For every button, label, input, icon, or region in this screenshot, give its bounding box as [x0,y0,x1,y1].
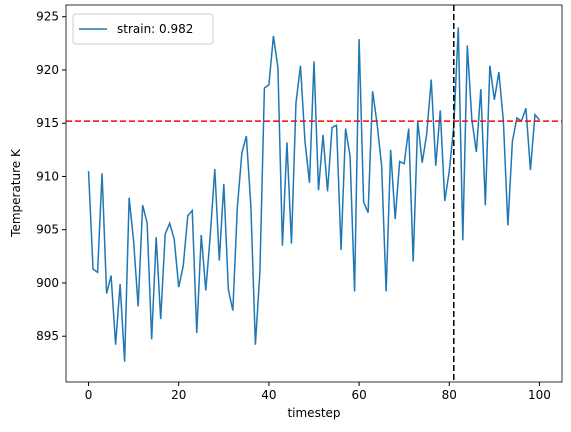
x-tick-label: 80 [442,388,457,402]
y-tick-label: 900 [36,276,59,290]
y-tick-label: 905 [36,223,59,237]
y-tick-label: 920 [36,63,59,77]
x-tick-label: 0 [85,388,93,402]
y-axis-label: Temperature K [9,148,23,238]
legend-box [72,13,214,45]
x-tick-label: 20 [171,388,186,402]
y-tick-label: 925 [36,10,59,24]
y-tick-label: 915 [36,116,59,130]
y-tick-label: 895 [36,329,59,343]
legend-label: strain: 0.982 [117,22,193,36]
x-tick-label: 60 [351,388,366,402]
series-line [87,27,541,362]
y-tick-label: 910 [36,169,59,183]
x-tick-label: 40 [261,388,276,402]
x-axis-label: timestep [287,406,340,420]
x-tick-label: 100 [528,388,551,402]
plot-frame [65,4,563,383]
